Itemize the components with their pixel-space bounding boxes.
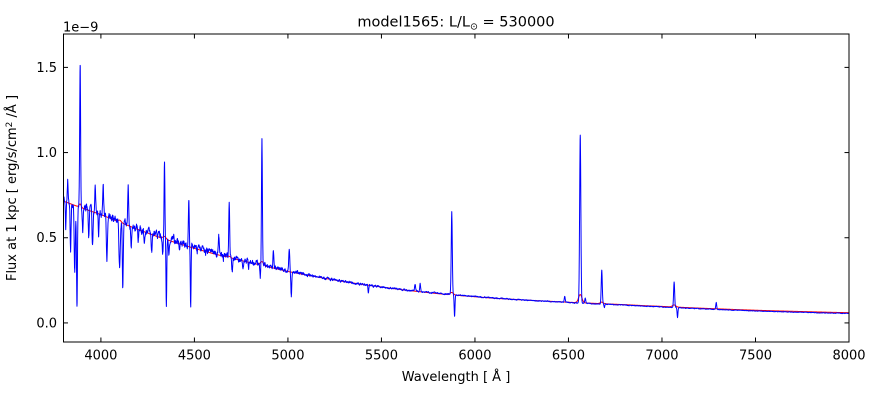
ticks-layer xyxy=(63,34,850,342)
tick-labels-layer: 4000 4500 5000 5500 6000 6500 7000 7500 8000 0.0 0… xyxy=(36,61,865,364)
y-axis-label-superscript: 2 xyxy=(5,122,15,128)
x-tick-label: 5500 xyxy=(365,349,398,364)
plot-title: model1565: L/L⊙ = 530000 xyxy=(357,15,554,33)
plot-title-value: = 530000 xyxy=(478,15,555,31)
x-tick-label: 7500 xyxy=(739,349,772,364)
plot-title-main: model1565: L/L xyxy=(357,15,470,31)
x-tick-label: 4000 xyxy=(84,349,117,364)
solar-symbol: ⊙ xyxy=(470,22,478,33)
series-layer xyxy=(63,64,850,319)
x-tick-label: 4500 xyxy=(178,349,211,364)
x-axis-label-text: Wavelength [ Å ] xyxy=(402,369,511,385)
y-tick-label: 1.0 xyxy=(36,146,57,161)
x-tick-label: 5000 xyxy=(271,349,304,364)
spectrum-line xyxy=(63,64,850,319)
y-axis-label-text: Flux at 1 kpc [ erg/s/cm xyxy=(5,127,20,281)
x-tick-label: 8000 xyxy=(832,349,865,364)
x-tick-label: 7000 xyxy=(645,349,678,364)
y-axis-label-units: /Å ] xyxy=(4,95,20,122)
x-tick-label: 6500 xyxy=(552,349,585,364)
axes-frame xyxy=(63,33,850,343)
y-axis-label: Flux at 1 kpc [ erg/s/cm2 /Å ] xyxy=(4,95,20,281)
y-axis-offset-text: 1e−9 xyxy=(63,21,98,36)
x-axis-label: Wavelength [ Å ] xyxy=(402,369,511,385)
x-tick-label: 6000 xyxy=(458,349,491,364)
y-tick-label: 0.0 xyxy=(36,316,57,331)
y-tick-label: 1.5 xyxy=(36,61,57,76)
y-tick-label: 0.5 xyxy=(36,231,57,246)
